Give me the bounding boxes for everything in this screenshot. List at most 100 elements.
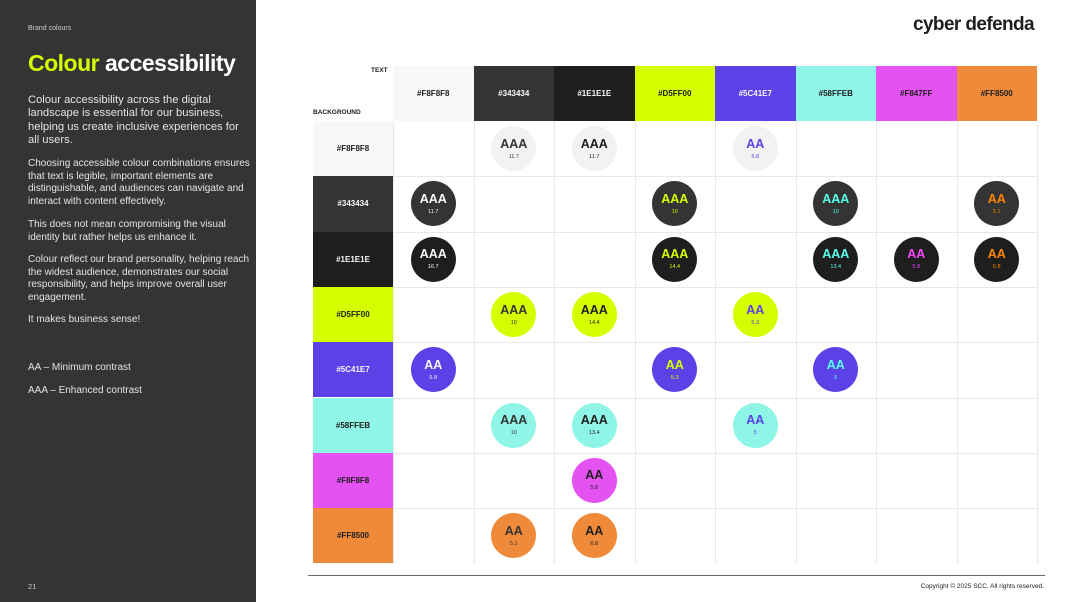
contrast-badge: AAA 11.7 [571, 126, 617, 172]
column-header: #D5FF00 [634, 66, 715, 121]
page-title-accent: Colour [28, 50, 100, 76]
contrast-level: AA [987, 247, 1006, 262]
contrast-ratio: 5 [753, 430, 757, 437]
contrast-level: AAA [500, 136, 528, 151]
contrast-ratio: 10 [832, 208, 839, 215]
axis-label-background: BACKGROUND [313, 109, 361, 116]
row-header: #58FFEB [313, 397, 393, 453]
grid-line [393, 452, 1037, 454]
contrast-level: AA [746, 302, 765, 317]
grid-line [393, 342, 1037, 344]
contrast-level: AAA [500, 302, 528, 317]
row-header: #1E1E1E [313, 231, 393, 287]
page-title: Colour accessibility [28, 50, 236, 77]
contrast-ratio: 5.1 [509, 540, 518, 547]
contrast-badge: AAA 10 [491, 292, 537, 338]
intro-paragraph: Colour accessibility across the digital … [28, 94, 239, 147]
contrast-level: AAA [500, 413, 528, 428]
footer-divider [308, 575, 1045, 576]
row-header: #FF8500 [313, 508, 393, 564]
contrast-badge: AA 5.3 [732, 292, 778, 338]
contrast-badge: AA 5 [732, 402, 778, 448]
column-header: #343434 [473, 66, 554, 121]
contrast-level: AAA [580, 302, 608, 317]
contrast-ratio: 16.7 [427, 264, 439, 271]
contrast-level: AA [746, 136, 765, 151]
contrast-ratio: 5.3 [751, 319, 760, 326]
column-header: #F847FF [876, 66, 957, 121]
contrast-ratio: 10 [510, 430, 517, 437]
contrast-level: AA [585, 523, 604, 538]
contrast-ratio: 11.7 [508, 153, 519, 160]
contrast-badge: AA 5.8 [571, 457, 617, 503]
contrast-ratio: 6.8 [590, 540, 599, 547]
sidebar-panel: Brand colours Colour accessibility Colou… [0, 0, 256, 602]
contrast-ratio: 5.3 [670, 374, 679, 381]
contrast-badge: AAA 11.7 [491, 126, 537, 172]
contrast-level: AA [504, 523, 523, 538]
contrast-level: AA [987, 191, 1006, 206]
row-header: #343434 [313, 176, 393, 232]
contrast-badge: AAA 10 [491, 402, 537, 448]
body-paragraph: Choosing accessible colour combinations … [28, 158, 250, 207]
contrast-ratio: 13.4 [588, 430, 600, 437]
column-header: #5C41E7 [715, 66, 796, 121]
contrast-level: AA [826, 357, 845, 372]
contrast-badge: AA 6.8 [974, 236, 1020, 282]
contrast-ratio: 5.1 [992, 208, 1001, 215]
contrast-badge: AAA 10 [813, 181, 859, 227]
contrast-level: AAA [580, 136, 608, 151]
contrast-badge: AA 5.8 [893, 236, 939, 282]
contrast-badge: AA 5.8 [732, 126, 778, 172]
grid-line [393, 397, 1037, 399]
contrast-ratio: 5.8 [912, 264, 921, 271]
row-header: #F8F8F8 [313, 452, 393, 509]
legend-aa: AA – Minimum contrast [28, 362, 131, 373]
page-number: 21 [28, 582, 37, 591]
contrast-level: AAA [822, 191, 850, 206]
contrast-badge: AA 5.1 [491, 513, 537, 559]
contrast-ratio: 13.4 [830, 264, 842, 271]
body-paragraph: Colour reflect our brand personality, he… [28, 254, 250, 303]
contrast-badge: AA 5.3 [652, 347, 698, 393]
contrast-level: AAA [661, 247, 689, 262]
column-header: #1E1E1E [554, 66, 635, 121]
contrast-ratio: 5 [834, 374, 838, 381]
contrast-ratio: 5.8 [590, 485, 599, 492]
page-title-rest: accessibility [99, 50, 236, 76]
contrast-badge: AAA 13.4 [571, 402, 617, 448]
contrast-badge: AAA 14.4 [652, 236, 698, 282]
body-paragraph: This does not mean compromising the visu… [28, 219, 226, 243]
row-header: #F8F8F8 [313, 121, 393, 177]
contrast-level: AAA [822, 247, 850, 262]
grid-line [393, 231, 1037, 233]
contrast-level: AA [665, 357, 684, 372]
contrast-level: AAA [419, 247, 447, 262]
axis-label-text: TEXT [371, 67, 388, 74]
contrast-ratio: 10 [671, 208, 678, 215]
contrast-level: AAA [419, 191, 447, 206]
contrast-badge: AAA 11.7 [410, 181, 456, 227]
contrast-matrix: #F8F8F8 #343434 #1E1E1E #D5FF00 #5C41E7 #58FF… [313, 66, 1038, 564]
contrast-level: AA [585, 468, 604, 483]
contrast-badge: AAA 13.4 [813, 236, 859, 282]
contrast-badge: AAA 14.4 [571, 292, 617, 338]
row-header: #5C41E7 [313, 342, 393, 398]
copyright: Copyright © 2025 SCC. All rights reserve… [920, 583, 1044, 590]
grid-line [393, 176, 1037, 178]
brand-logo: cyber defenda [913, 14, 1035, 35]
contrast-ratio: 5.8 [429, 374, 438, 381]
grid-line [393, 508, 1037, 510]
contrast-ratio: 11.7 [589, 153, 600, 160]
column-header: #FF8500 [956, 66, 1037, 121]
column-header: #58FFEB [795, 66, 876, 121]
contrast-badge: AA 5.1 [974, 181, 1020, 227]
contrast-badge: AAA 16.7 [410, 236, 456, 282]
section-eyebrow: Brand colours [28, 25, 72, 32]
contrast-ratio: 6.8 [992, 264, 1001, 271]
contrast-badge: AA 6.8 [571, 513, 617, 559]
contrast-badge: AA 5 [813, 347, 859, 393]
grid-line [393, 286, 1037, 288]
contrast-badge: AAA 10 [652, 181, 698, 227]
contrast-level: AAA [661, 191, 689, 206]
